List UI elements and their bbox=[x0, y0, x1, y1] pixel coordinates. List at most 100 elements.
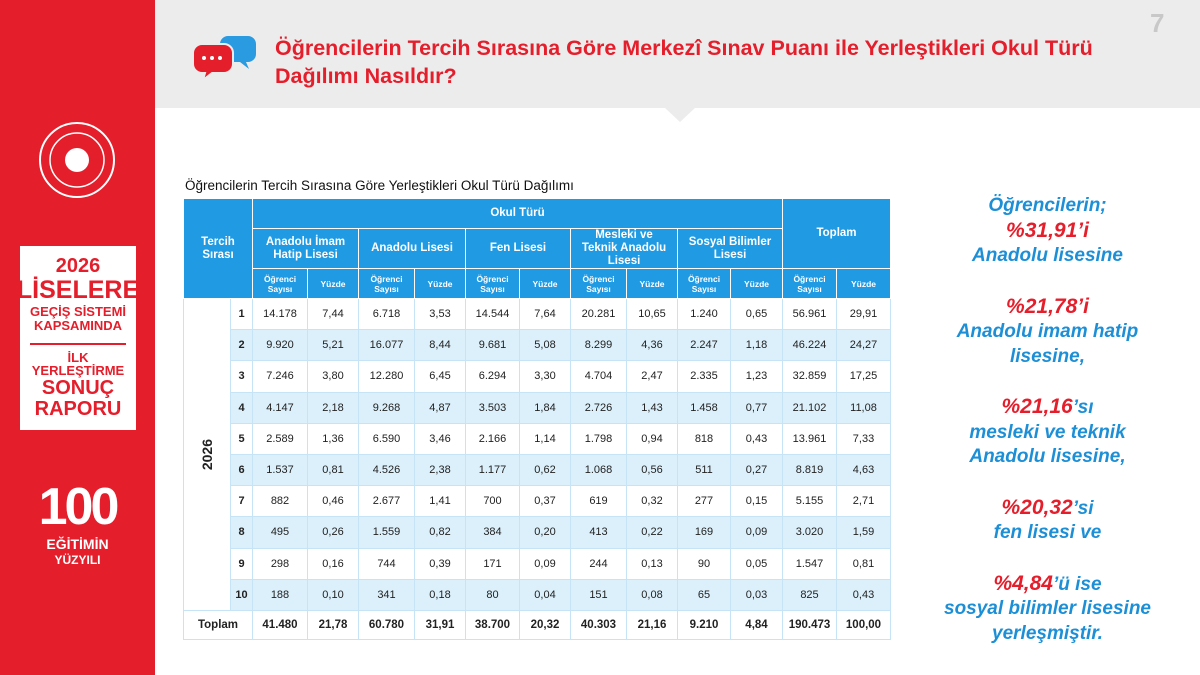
emblem bbox=[39, 122, 115, 198]
cell: 0,27 bbox=[730, 453, 783, 487]
cell: 413 bbox=[570, 516, 627, 549]
summary-text: %21,78’i bbox=[1006, 294, 1089, 318]
cell: 1,59 bbox=[835, 516, 892, 549]
cell: 0,32 bbox=[626, 485, 678, 518]
data-table: Tercih Sırası Okul Türü Toplam Anadolu İmam… bbox=[183, 198, 892, 640]
cell: 2.335 bbox=[677, 360, 731, 393]
logo-line: EĞİTİMİN bbox=[46, 536, 109, 552]
cell: 1,18 bbox=[730, 329, 783, 362]
cell: 619 bbox=[570, 485, 627, 518]
rank: 4 bbox=[230, 391, 253, 424]
cell: 10,65 bbox=[626, 297, 678, 331]
cell: 188 bbox=[252, 578, 308, 611]
cell: 3,53 bbox=[414, 297, 466, 331]
cell: 14.178 bbox=[252, 297, 308, 331]
sub-header: Öğrenci Sayısı bbox=[570, 268, 627, 299]
cell: 0,13 bbox=[626, 547, 678, 580]
summary-text: yerleşmiştir. bbox=[992, 622, 1103, 644]
summary-line: lisesine, bbox=[905, 345, 1190, 370]
cell: 4.147 bbox=[252, 391, 308, 424]
cell: 1.559 bbox=[358, 516, 415, 549]
sub-header: Öğrenci Sayısı bbox=[252, 268, 308, 299]
cell: 5,08 bbox=[519, 329, 571, 362]
cell: 171 bbox=[465, 547, 520, 580]
cell: 8,44 bbox=[414, 329, 466, 362]
cell: 495 bbox=[252, 516, 308, 549]
cell: 8.299 bbox=[570, 329, 627, 362]
table-caption: Öğrencilerin Tercih Sırasına Göre Yerleş… bbox=[185, 178, 574, 193]
group-header: Okul Türü bbox=[252, 198, 783, 229]
cell: 818 bbox=[677, 422, 731, 455]
cell: 4,36 bbox=[626, 329, 678, 362]
report-box: 2026 LİSELERE GEÇİŞ SİSTEMİ KAPSAMINDA İLK YE… bbox=[16, 246, 140, 430]
cell: 0,05 bbox=[730, 547, 783, 580]
cell: 3,46 bbox=[414, 422, 466, 455]
chat-icon-red bbox=[192, 43, 234, 83]
cell: 0,81 bbox=[835, 547, 892, 580]
rank: 3 bbox=[230, 360, 253, 393]
summary-text: ’sı bbox=[1072, 397, 1094, 418]
summary-text: %31,91’i bbox=[1006, 218, 1089, 242]
header-row: Öğrenci Sayısı Yüzde Öğrenci Sayısı Yüzde Öğ… bbox=[184, 268, 892, 299]
header-row: Tercih Sırası Okul Türü Toplam bbox=[183, 198, 892, 299]
cell: 32.859 bbox=[782, 360, 837, 393]
report-line: RAPORU bbox=[34, 397, 122, 420]
summary-text: Anadolu lisesine bbox=[972, 245, 1123, 266]
cell: 0,03 bbox=[730, 578, 783, 611]
summary: Öğrencilerin; %31,91’i Anadolu lisesine %21… bbox=[905, 194, 1190, 672]
summary-text: sosyal bilimler lisesine bbox=[944, 598, 1151, 619]
cell: 13.961 bbox=[782, 422, 837, 455]
cell: 277 bbox=[677, 485, 731, 518]
rank: 2 bbox=[230, 329, 253, 362]
summary-text: %4,84 bbox=[993, 571, 1053, 595]
cell: 2.726 bbox=[570, 391, 627, 424]
cell: 21.102 bbox=[782, 391, 837, 424]
summary-text: Anadolu lisesine, bbox=[969, 446, 1126, 467]
cell: 20.281 bbox=[570, 297, 627, 331]
cell: 4,87 bbox=[414, 391, 466, 424]
header-row: Anadolu İmam Hatip Lisesi Anadolu Lisesi F… bbox=[184, 228, 891, 269]
cell: 1,84 bbox=[519, 391, 571, 424]
cell: 744 bbox=[358, 547, 415, 580]
cell: 0,15 bbox=[730, 485, 783, 518]
cell: 3.503 bbox=[465, 391, 520, 424]
cell: 0,56 bbox=[626, 453, 678, 487]
report-line: SONUÇ bbox=[41, 376, 115, 399]
cell: 3.020 bbox=[782, 516, 837, 549]
sub-header: Yüzde bbox=[730, 268, 783, 299]
cell: 65 bbox=[677, 578, 731, 611]
cell: 9.681 bbox=[465, 329, 520, 362]
sub-header: Yüzde bbox=[414, 268, 466, 299]
year-cell: 2026 bbox=[183, 298, 231, 611]
cell: 7.246 bbox=[252, 360, 308, 393]
cell: 341 bbox=[358, 578, 415, 611]
data-row: 7 882 0,46 2.677 1,41 700 0,37 619 0,32 277 0,15 5.… bbox=[184, 485, 892, 518]
rank: 7 bbox=[230, 485, 253, 518]
summary-text: ’si bbox=[1072, 497, 1094, 519]
cell: 9.920 bbox=[252, 329, 308, 362]
report-line: LİSELERE bbox=[16, 276, 140, 305]
cell: 825 bbox=[782, 578, 837, 611]
cell: 0,65 bbox=[730, 297, 783, 331]
cell: 4,63 bbox=[835, 453, 892, 487]
cell: 298 bbox=[252, 547, 308, 580]
sub-header: Öğrenci Sayısı bbox=[358, 268, 415, 299]
summary-text: Anadolu imam hatip bbox=[956, 321, 1139, 342]
cell: 2,18 bbox=[307, 391, 359, 424]
summary-line: Anadolu imam hatip bbox=[905, 320, 1190, 345]
cell: 1.537 bbox=[252, 453, 308, 487]
cell: 0,62 bbox=[519, 453, 571, 487]
cell: 0,09 bbox=[519, 547, 571, 580]
total-cell: 60.780 bbox=[358, 609, 415, 640]
cell: 0,46 bbox=[307, 485, 359, 518]
sub-header: Yüzde bbox=[835, 268, 892, 299]
cell: 46.224 bbox=[782, 329, 837, 362]
cell: 1.240 bbox=[677, 297, 731, 331]
summary-paragraph: %21,16’sı mesleki ve teknik Anadolu lisesi… bbox=[905, 395, 1190, 470]
summary-paragraph: %4,84’ü ise sosyal bilimler lisesine yerle… bbox=[905, 572, 1190, 647]
total-header: Toplam bbox=[781, 198, 892, 269]
cell: 2.677 bbox=[358, 485, 415, 518]
cell: 17,25 bbox=[835, 360, 892, 393]
